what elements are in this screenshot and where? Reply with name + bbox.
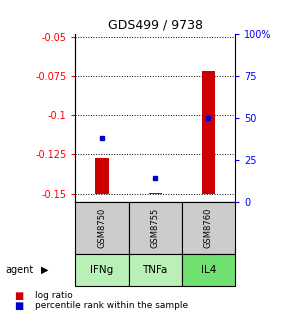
Bar (202, 71, 215, 194)
Text: IFNg: IFNg (90, 265, 114, 275)
Text: ▶: ▶ (41, 265, 48, 275)
Text: GSM8750: GSM8750 (97, 208, 106, 248)
Text: GSM8760: GSM8760 (204, 207, 213, 248)
Bar (148, 193, 162, 194)
Text: ■: ■ (14, 291, 24, 301)
Text: IL4: IL4 (201, 265, 216, 275)
Text: TNFa: TNFa (142, 265, 168, 275)
Text: agent: agent (6, 265, 34, 275)
Title: GDS499 / 9738: GDS499 / 9738 (108, 18, 203, 31)
Text: percentile rank within the sample: percentile rank within the sample (35, 301, 188, 310)
Bar (95, 158, 109, 194)
Text: ■: ■ (14, 301, 24, 311)
Text: GSM8755: GSM8755 (151, 208, 160, 248)
Text: log ratio: log ratio (35, 291, 72, 300)
